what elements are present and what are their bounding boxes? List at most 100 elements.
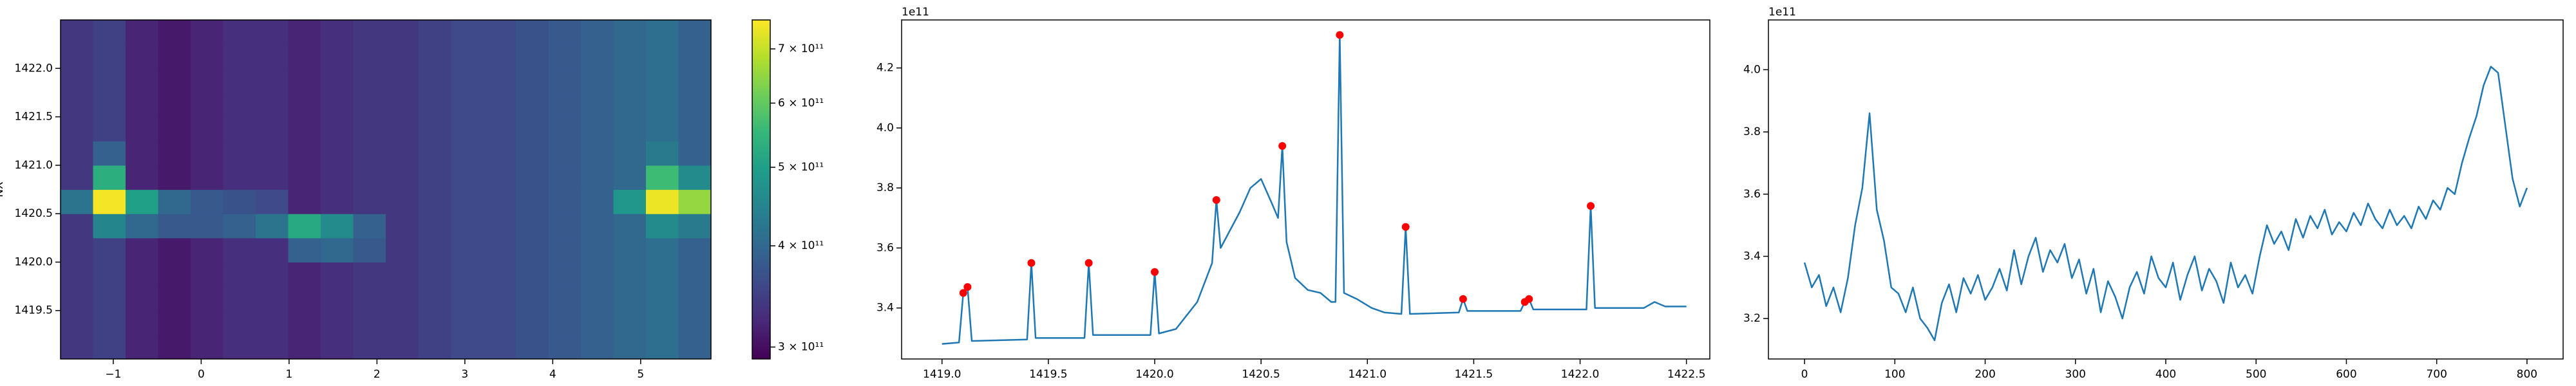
peak-marker <box>1336 31 1344 39</box>
heatmap-cell <box>516 189 549 214</box>
heatmap-cell <box>321 116 354 142</box>
heatmap-cell <box>353 116 386 142</box>
heatmap-cell <box>418 335 451 359</box>
heatmap-cell <box>61 68 94 93</box>
heatmap-cell <box>516 116 549 142</box>
heatmap-cell <box>418 310 451 335</box>
colorbar-tick-label: 6 × 10¹¹ <box>778 96 824 109</box>
x-tick-label: 0 <box>198 368 205 381</box>
heatmap-cell <box>256 237 289 263</box>
heatmap-cell <box>191 189 224 214</box>
heatmap-cell <box>61 310 94 335</box>
colorbar-tick-label: 7 × 10¹¹ <box>778 42 824 55</box>
line <box>1803 66 2528 342</box>
heatmap-cell <box>126 214 159 239</box>
heatmap-cell <box>191 237 224 263</box>
heatmap-cell <box>93 92 126 118</box>
heatmap-cell <box>223 262 256 287</box>
heatmap-cell <box>418 286 451 311</box>
heatmap-cell <box>516 20 549 45</box>
heatmap-cell <box>93 20 126 45</box>
heatmap-cell <box>223 141 256 166</box>
heatmap-cell <box>256 44 289 69</box>
heatmap-cell <box>353 286 386 311</box>
heatmap-cell <box>321 20 354 45</box>
heatmap-cell <box>158 335 191 359</box>
heatmap-cell <box>483 141 516 166</box>
heatmap-cell <box>223 116 256 142</box>
heatmap-cell <box>191 116 224 142</box>
heatmap-cell <box>386 237 419 263</box>
y-axis-label: NX <box>0 181 6 198</box>
x-tick-label: 500 <box>2246 368 2266 381</box>
heatmap-cell <box>548 286 582 311</box>
heatmap-cell <box>418 116 451 142</box>
heatmap-cell <box>353 262 386 287</box>
heatmap-cell <box>321 335 354 359</box>
heatmap-cell <box>646 189 679 214</box>
heatmap-cell <box>61 262 94 287</box>
heatmap-cell <box>126 335 159 359</box>
heatmap-cell <box>93 116 126 142</box>
heatmap-cell <box>126 286 159 311</box>
heatmap-cell <box>678 335 711 359</box>
heatmap-cell <box>613 214 647 239</box>
heatmap-cell <box>646 335 679 359</box>
heatmap-cell <box>93 335 126 359</box>
heatmap-cell <box>61 141 94 166</box>
heatmap-cell <box>126 44 159 69</box>
x-tick-label: 600 <box>2336 368 2356 381</box>
heatmap-cell <box>223 165 256 190</box>
heatmap-cell <box>288 310 321 335</box>
heatmap-cell <box>613 165 647 190</box>
heatmap-cell <box>451 141 484 166</box>
heatmap-cell <box>451 262 484 287</box>
heatmap-cell <box>223 20 256 45</box>
heatmap-cell <box>126 262 159 287</box>
peak-marker <box>1525 295 1533 303</box>
heatmap-cell <box>158 165 191 190</box>
heatmap-cell <box>288 68 321 93</box>
x-tick-label: 2 <box>374 368 381 381</box>
heatmap-cell <box>288 44 321 69</box>
heatmap-cell <box>451 237 484 263</box>
peak-marker <box>1084 259 1093 267</box>
heatmap-cell <box>581 310 614 335</box>
x-tick-label: 5 <box>637 368 644 381</box>
heatmap-cell <box>158 20 191 45</box>
heatmap-cell <box>451 189 484 214</box>
heatmap-cell <box>483 165 516 190</box>
x-tick-label: 200 <box>1975 368 1995 381</box>
heatmap-cell <box>386 92 419 118</box>
heatmap-cell <box>386 310 419 335</box>
heatmap-cell <box>353 44 386 69</box>
heatmap-cell <box>288 20 321 45</box>
heatmap-cell <box>451 116 484 142</box>
heatmap-cell <box>191 214 224 239</box>
heatmap-cell <box>158 310 191 335</box>
heatmap-cell <box>451 335 484 359</box>
heatmap-cell <box>483 335 516 359</box>
heatmap-cell <box>126 141 159 166</box>
heatmap-cell <box>483 286 516 311</box>
heatmap-cell <box>353 335 386 359</box>
heatmap-cell <box>353 237 386 263</box>
heatmap-cell <box>223 335 256 359</box>
heatmap-cell <box>516 214 549 239</box>
heatmap-cell <box>516 92 549 118</box>
heatmap-cell <box>516 44 549 69</box>
heatmap-cell <box>548 237 582 263</box>
heatmap-cell <box>581 189 614 214</box>
heatmap-cell <box>581 92 614 118</box>
heatmap-cell <box>126 68 159 93</box>
heatmap-cell <box>483 92 516 118</box>
heatmap-cell <box>581 141 614 166</box>
heatmap-cell <box>386 44 419 69</box>
y-tick-label: 1421.0 <box>15 159 53 172</box>
peak-marker <box>1212 196 1220 204</box>
heatmap-cell <box>256 214 289 239</box>
y-tick-label: 1419.5 <box>15 304 53 317</box>
x-tick-label: 300 <box>2065 368 2086 381</box>
y-offset-label: 1e11 <box>902 6 929 19</box>
